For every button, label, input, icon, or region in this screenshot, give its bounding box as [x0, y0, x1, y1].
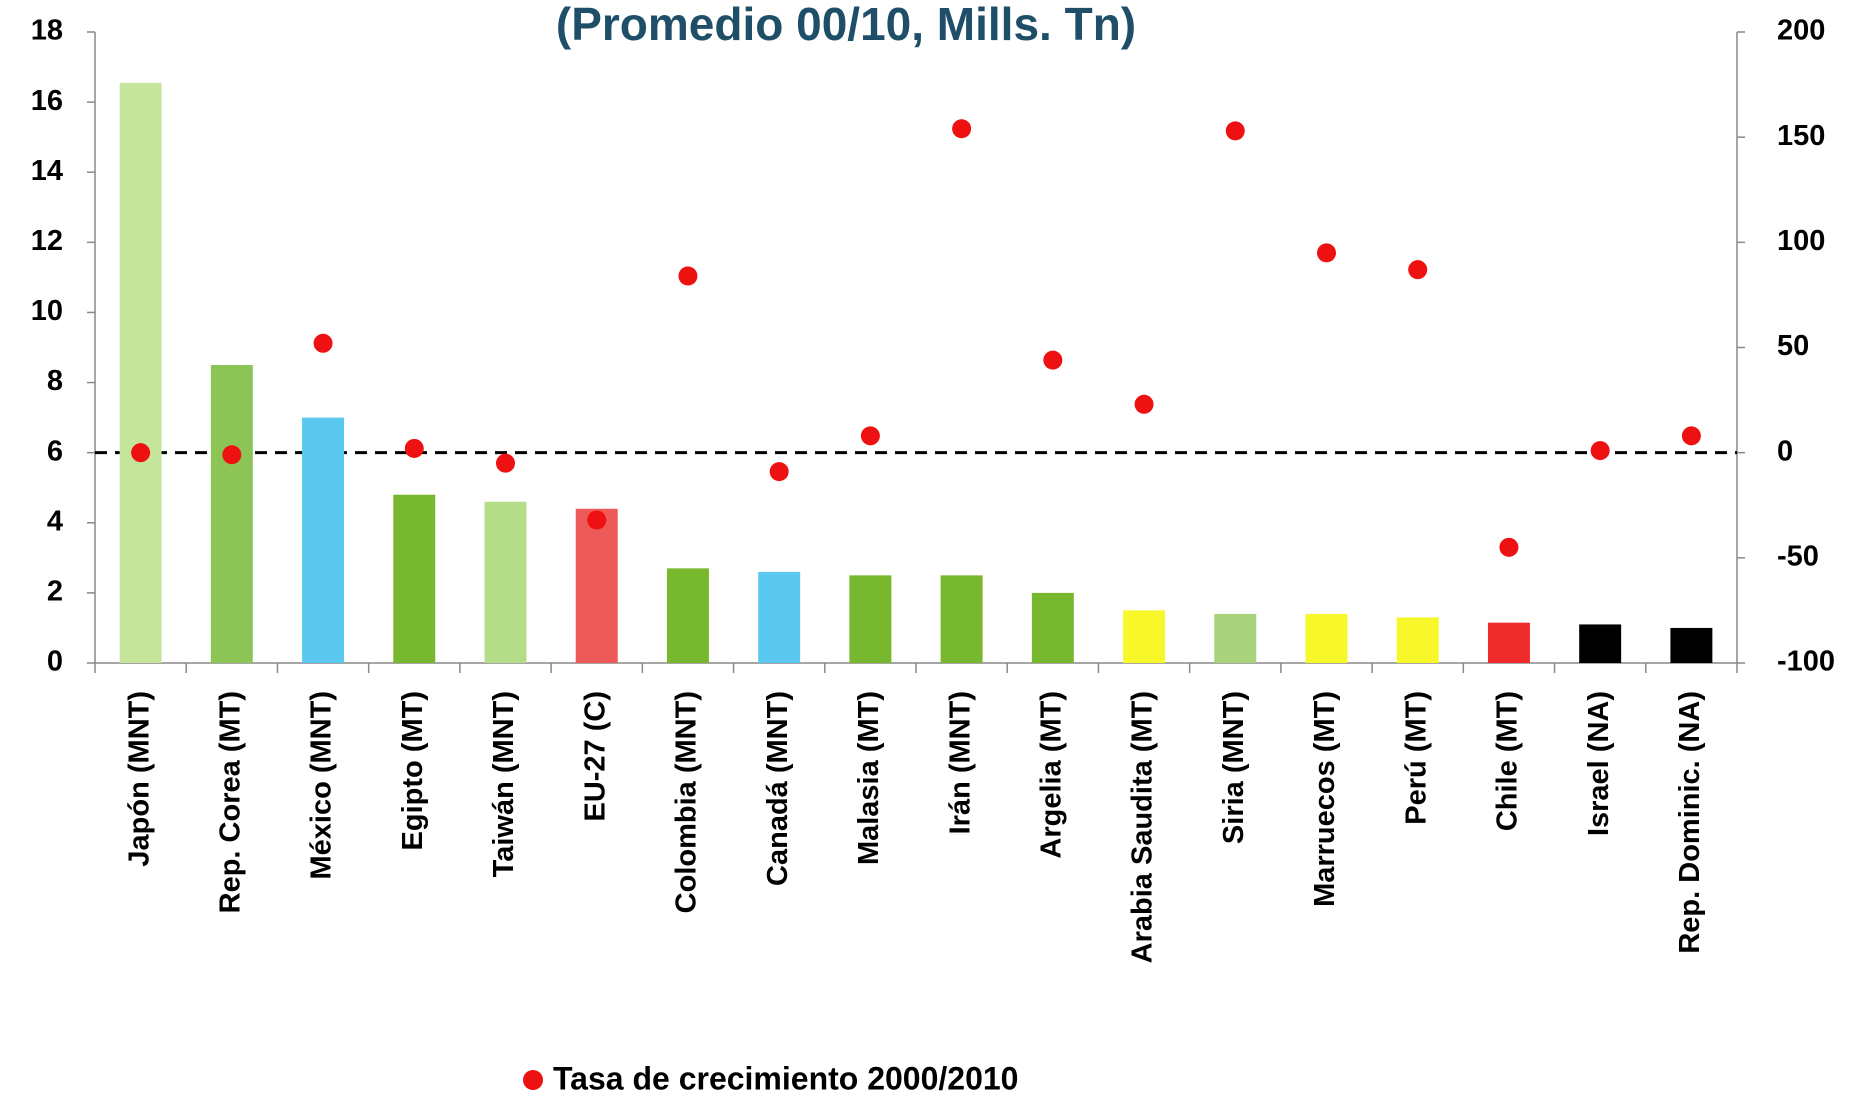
dot	[1134, 394, 1154, 414]
dot	[1317, 243, 1336, 263]
y-tick-label: 16	[31, 85, 63, 117]
x-tick-label: Rep. Corea (MT)	[214, 691, 246, 913]
y-tick-label: 18	[31, 15, 63, 47]
x-tick-label: Perú (MT)	[1400, 691, 1432, 825]
x-tick-label: Israel (NA)	[1583, 691, 1615, 836]
chart-title: (Promedio 00/10, Mills. Tn)	[556, 0, 1136, 50]
x-tick-label: EU-27 (C)	[579, 691, 611, 822]
bar	[849, 575, 892, 663]
bar	[575, 508, 618, 663]
y-tick-label: 8	[47, 365, 63, 397]
x-tick-label: Egipto (MT)	[397, 691, 429, 850]
bar	[119, 82, 162, 663]
y2-tick-label: -50	[1777, 540, 1819, 572]
x-tick-label: Malasia (MT)	[853, 691, 885, 865]
dot	[860, 426, 880, 446]
x-tick-label: Irán (MNT)	[944, 691, 976, 834]
bar	[1670, 627, 1713, 663]
dot	[1043, 350, 1063, 370]
x-tick-label: Marruecos (MT)	[1309, 691, 1341, 907]
bar	[666, 568, 709, 663]
bar	[210, 365, 253, 663]
x-tick-label: Argelia (MT)	[1035, 691, 1067, 859]
dot	[496, 453, 515, 473]
bar	[1123, 610, 1166, 663]
dot	[404, 438, 424, 458]
dot	[1225, 121, 1245, 141]
y2-tick-label: -100	[1777, 646, 1835, 678]
x-tick-label: Siria (MNT)	[1218, 691, 1250, 844]
dot	[587, 510, 607, 530]
legend-label: Tasa de crecimiento 2000/2010	[553, 1060, 1018, 1096]
bar	[1579, 624, 1622, 663]
dot	[1499, 537, 1519, 557]
y2-tick-label: 200	[1777, 15, 1825, 47]
y-tick-label: 10	[31, 295, 63, 327]
dot	[313, 333, 333, 353]
dot	[1590, 441, 1610, 461]
y2-tick-label: 0	[1777, 435, 1793, 467]
x-tick-label: Japón (MNT)	[123, 691, 155, 867]
dot	[1408, 260, 1428, 280]
x-tick-label: Arabia Saudita (MT)	[1127, 691, 1159, 963]
x-tick-label: Taiwán (MNT)	[488, 691, 520, 877]
x-tick-label: Colombia (MNT)	[671, 691, 703, 913]
bar	[484, 501, 527, 663]
dot	[952, 119, 972, 139]
x-tick-label: México (MNT)	[306, 691, 338, 880]
x-tick-label: Canadá (MNT)	[762, 691, 794, 886]
bar	[393, 494, 436, 663]
x-tick-label: Rep. Dominic. (NA)	[1674, 691, 1706, 954]
y-tick-label: 2	[47, 576, 63, 608]
y-tick-label: 0	[47, 646, 63, 678]
y2-tick-label: 150	[1777, 120, 1825, 152]
legend-marker	[523, 1070, 543, 1090]
dot	[769, 462, 789, 482]
dot	[678, 266, 698, 286]
x-tick-label: Chile (MT)	[1492, 691, 1524, 831]
bar	[1305, 613, 1348, 663]
dot	[1681, 426, 1701, 446]
bar	[940, 575, 983, 663]
y-tick-label: 14	[31, 155, 63, 187]
bar	[1031, 592, 1074, 663]
bar	[1214, 613, 1257, 663]
bar	[758, 571, 801, 663]
bar	[302, 417, 345, 663]
y-tick-label: 4	[47, 505, 63, 537]
bar	[1396, 617, 1439, 663]
dot	[222, 445, 242, 465]
dot	[131, 443, 151, 463]
y2-tick-label: 50	[1777, 330, 1809, 362]
y-tick-label: 6	[47, 435, 63, 467]
bar	[1487, 622, 1530, 663]
y-tick-label: 12	[31, 225, 63, 257]
y2-tick-label: 100	[1777, 225, 1825, 257]
